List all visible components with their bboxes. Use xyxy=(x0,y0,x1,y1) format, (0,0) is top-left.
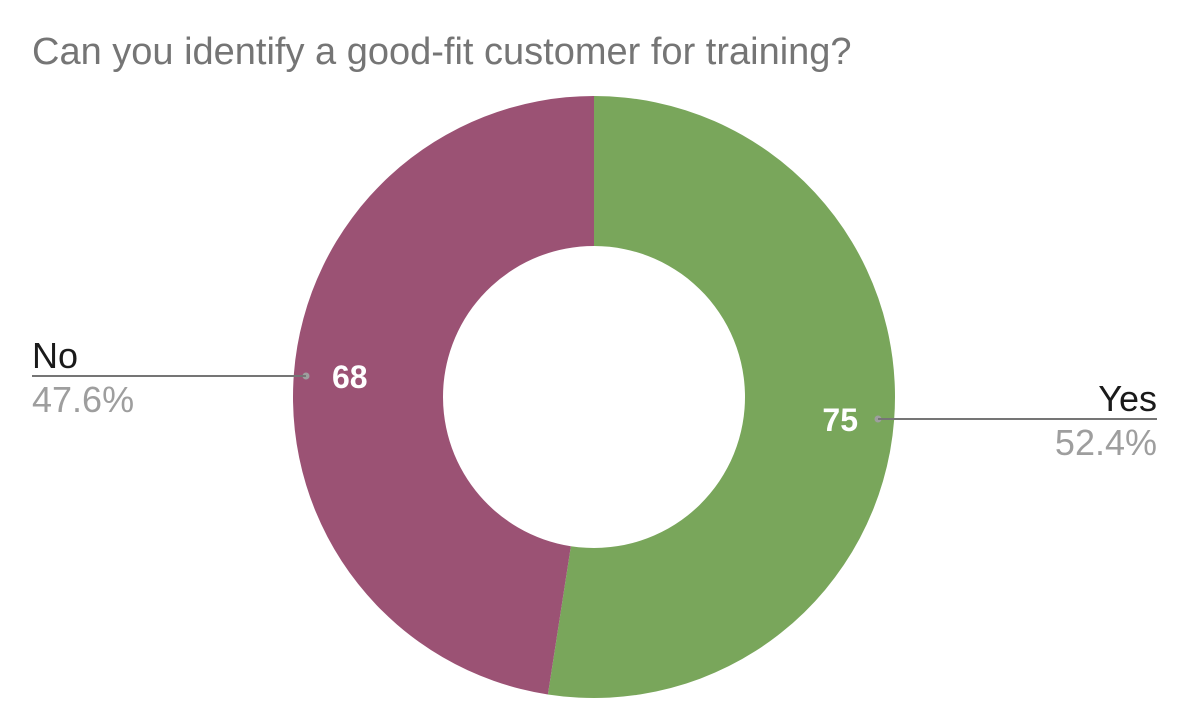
category-label-yes: Yes xyxy=(1098,378,1157,419)
percent-label-yes: 52.4% xyxy=(1055,422,1157,463)
value-label-yes: 75 xyxy=(822,402,858,438)
value-label-no: 68 xyxy=(332,359,368,395)
chart-title: Can you identify a good-fit customer for… xyxy=(32,31,852,73)
slices-layer xyxy=(292,96,895,698)
category-label-no: No xyxy=(32,335,78,376)
slice-no xyxy=(292,96,594,695)
slice-yes xyxy=(547,96,895,698)
percent-label-no: 47.6% xyxy=(32,379,134,420)
